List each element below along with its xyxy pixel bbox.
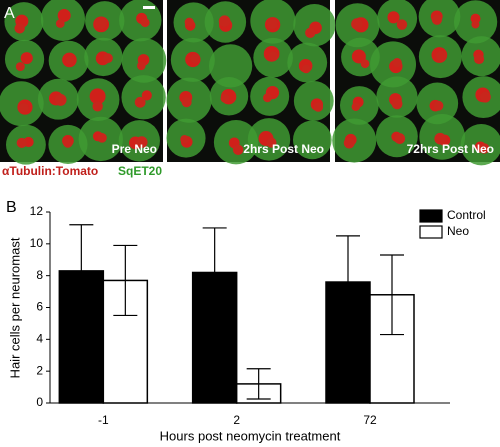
- y-tick-label: 4: [36, 332, 43, 346]
- nucleus: [313, 102, 324, 112]
- y-tick-label: 2: [36, 363, 43, 377]
- nucleus: [181, 97, 192, 108]
- nucleus: [391, 98, 403, 110]
- x-tick-label: 72: [363, 413, 377, 427]
- nucleus: [89, 88, 106, 105]
- nucleus: [351, 18, 363, 30]
- cells: [332, 0, 500, 166]
- nucleus: [54, 93, 67, 106]
- x-tick-label: 2: [233, 413, 240, 427]
- y-tick-label: 6: [36, 300, 43, 314]
- nucleus: [473, 54, 485, 65]
- y-axis-label: Hair cells per neuromast: [7, 237, 22, 378]
- nucleus: [97, 133, 107, 143]
- legend-swatch: [419, 225, 443, 239]
- error-bar: [246, 368, 271, 400]
- nucleus: [479, 91, 491, 103]
- nucleus: [392, 57, 402, 68]
- nucleus: [343, 137, 355, 149]
- nucleus: [95, 17, 107, 30]
- nucleus: [20, 52, 33, 65]
- nucleus: [396, 19, 408, 30]
- nucleus: [140, 18, 150, 28]
- nucleus: [15, 62, 25, 72]
- nucleus: [387, 11, 400, 24]
- nucleus: [360, 59, 370, 69]
- nucleus: [14, 23, 25, 34]
- image-caption: 72hrs Post Neo: [407, 142, 494, 156]
- scale-bar: [143, 6, 155, 9]
- nucleus: [471, 20, 480, 29]
- error-bar: [113, 244, 138, 317]
- nucleus: [232, 144, 244, 156]
- nucleus: [266, 18, 278, 30]
- nucleus: [63, 138, 73, 148]
- stain-label: αTubulin:Tomato: [2, 164, 98, 178]
- hair-cell: [208, 44, 253, 88]
- nucleus: [16, 137, 27, 148]
- nucleus: [263, 93, 272, 103]
- x-axis-label: Hours post neomycin treatment: [160, 428, 341, 443]
- nucleus: [435, 50, 447, 62]
- nucleus: [218, 15, 231, 28]
- nucleus: [301, 64, 311, 74]
- nucleus: [103, 53, 113, 64]
- error-bar: [336, 235, 360, 329]
- panel-label: A: [4, 5, 15, 22]
- legend-swatch: [419, 209, 443, 223]
- nucleus: [431, 14, 443, 25]
- y-tick-label: 12: [30, 204, 44, 218]
- nucleus: [184, 17, 194, 27]
- nucleus: [57, 8, 71, 22]
- error-bar: [69, 224, 94, 318]
- panel-label: B: [6, 199, 17, 216]
- nucleus: [351, 102, 361, 111]
- nucleus: [268, 51, 279, 61]
- hair-cell: [292, 120, 332, 160]
- error-bar: [380, 254, 404, 336]
- nucleus: [433, 100, 444, 111]
- nucleus: [134, 96, 146, 108]
- nucleus: [266, 137, 277, 148]
- nucleus: [479, 143, 490, 154]
- nucleus: [220, 93, 230, 103]
- nucleus: [18, 102, 29, 114]
- nucleus: [180, 134, 189, 144]
- image-caption: Pre Neo: [112, 142, 157, 156]
- nucleus: [65, 55, 75, 65]
- nucleus: [141, 90, 152, 101]
- legend-label: Control: [447, 208, 486, 222]
- cells: [0, 0, 167, 165]
- legend-label: Neo: [447, 224, 469, 238]
- nucleus: [137, 61, 146, 71]
- error-bar: [202, 227, 227, 318]
- y-tick-label: 10: [30, 236, 44, 250]
- image-caption: 2hrs Post Neo: [243, 142, 324, 156]
- nucleus: [305, 27, 316, 38]
- nucleus: [190, 53, 200, 64]
- nucleus: [351, 49, 366, 64]
- nucleus: [470, 13, 481, 24]
- x-tick-label: -1: [98, 413, 109, 427]
- nucleus: [434, 132, 447, 145]
- y-tick-label: 8: [36, 268, 43, 282]
- nucleus: [92, 101, 103, 112]
- stain-label: SqET20: [118, 164, 162, 178]
- nucleus: [135, 136, 148, 149]
- cells: [166, 0, 336, 165]
- y-tick-label: 0: [36, 395, 43, 409]
- nucleus: [394, 133, 406, 144]
- micrograph-panel: Pre Neo 2hrs Post Neo 72hrs Post Neo: [0, 0, 500, 166]
- nucleus: [55, 19, 65, 28]
